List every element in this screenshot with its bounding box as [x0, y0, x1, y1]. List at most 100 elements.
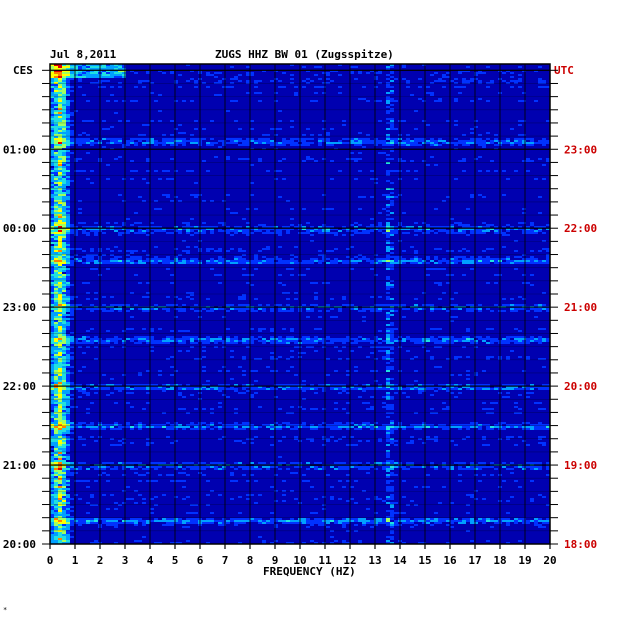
heatmap-cell [66, 280, 70, 282]
heatmap-cell [146, 466, 150, 468]
heatmap-cell [294, 340, 298, 342]
heatmap-cell [406, 396, 410, 398]
heatmap-cell [82, 282, 86, 284]
heatmap-cell [138, 462, 142, 464]
heatmap-cell [66, 204, 70, 206]
heatmap-cell [434, 386, 438, 388]
heatmap-cell [58, 188, 62, 190]
heatmap-cell [274, 388, 278, 390]
heatmap-cell [226, 262, 230, 264]
heatmap-cell [274, 70, 278, 72]
heatmap-cell [386, 350, 390, 352]
heatmap-cell [62, 176, 66, 178]
heatmap-cell [158, 328, 162, 330]
heatmap-cell [90, 182, 94, 184]
heatmap-cell [54, 64, 58, 66]
heatmap-cell [66, 400, 70, 402]
heatmap-cell [306, 70, 310, 72]
heatmap-cell [362, 142, 366, 144]
heatmap-cell [110, 384, 114, 386]
heatmap-cell [378, 310, 382, 312]
heatmap-cell [358, 228, 362, 230]
heatmap-cell [66, 76, 70, 78]
heatmap-cell [66, 260, 70, 262]
heatmap-cell [458, 92, 462, 94]
heatmap-cell [530, 262, 534, 264]
heatmap-cell [378, 338, 382, 340]
heatmap-cell [138, 138, 142, 140]
heatmap-cell [434, 72, 438, 74]
heatmap-cell [70, 120, 74, 122]
heatmap-cell [414, 234, 418, 236]
heatmap-cell [442, 292, 446, 294]
heatmap-cell [362, 308, 366, 310]
heatmap-cell [226, 156, 230, 158]
heatmap-cell [62, 418, 66, 420]
heatmap-cell [382, 396, 386, 398]
heatmap-cell [158, 340, 162, 342]
heatmap-cell [274, 342, 278, 344]
heatmap-cell [414, 412, 418, 414]
heatmap-cell [146, 182, 150, 184]
heatmap-cell [62, 112, 66, 114]
heatmap-cell [534, 316, 538, 318]
heatmap-cell [62, 230, 66, 232]
heatmap-cell [238, 304, 242, 306]
heatmap-cell [70, 386, 74, 388]
heatmap-cell [62, 174, 66, 176]
heatmap-cell [134, 304, 138, 306]
heatmap-cell [122, 346, 126, 348]
heatmap-cell [470, 338, 474, 340]
heatmap-cell [66, 208, 70, 210]
heatmap-cell [454, 258, 458, 260]
heatmap-cell [490, 356, 494, 358]
heatmap-cell [510, 262, 514, 264]
heatmap-cell [90, 170, 94, 172]
heatmap-cell [58, 368, 62, 370]
heatmap-cell [162, 144, 166, 146]
heatmap-cell [374, 338, 378, 340]
heatmap-cell [430, 268, 434, 270]
heatmap-cell [270, 340, 274, 342]
heatmap-cell [522, 138, 526, 140]
heatmap-cell [490, 142, 494, 144]
heatmap-cell [390, 204, 394, 206]
heatmap-cell [350, 140, 354, 142]
heatmap-cell [246, 92, 250, 94]
heatmap-cell [402, 426, 406, 428]
heatmap-cell [174, 128, 178, 130]
heatmap-cell [62, 424, 66, 426]
heatmap-cell [178, 466, 182, 468]
heatmap-cell [470, 100, 474, 102]
heatmap-cell [286, 338, 290, 340]
heatmap-cell [286, 370, 290, 372]
heatmap-cell [350, 260, 354, 262]
heatmap-cell [234, 232, 238, 234]
heatmap-cell [82, 438, 86, 440]
heatmap-cell [378, 152, 382, 154]
heatmap-cell [50, 332, 54, 334]
heatmap-cell [374, 422, 378, 424]
heatmap-cell [78, 66, 82, 68]
heatmap-cell [246, 340, 250, 342]
heatmap-cell [58, 358, 62, 360]
heatmap-cell [114, 260, 118, 262]
heatmap-cell [78, 78, 82, 80]
heatmap-cell [122, 386, 126, 388]
heatmap-cell [66, 150, 70, 152]
heatmap-cell [182, 100, 186, 102]
heatmap-cell [62, 330, 66, 332]
heatmap-cell [382, 144, 386, 146]
heatmap-cell [306, 336, 310, 338]
heatmap-cell [442, 258, 446, 260]
heatmap-cell [290, 260, 294, 262]
heatmap-cell [230, 142, 234, 144]
heatmap-cell [218, 370, 222, 372]
heatmap-cell [258, 160, 262, 162]
heatmap-cell [62, 380, 66, 382]
heatmap-cell [426, 424, 430, 426]
heatmap-cell [390, 252, 394, 254]
heatmap-cell [54, 150, 58, 152]
heatmap-cell [54, 404, 58, 406]
heatmap-cell [386, 232, 390, 234]
